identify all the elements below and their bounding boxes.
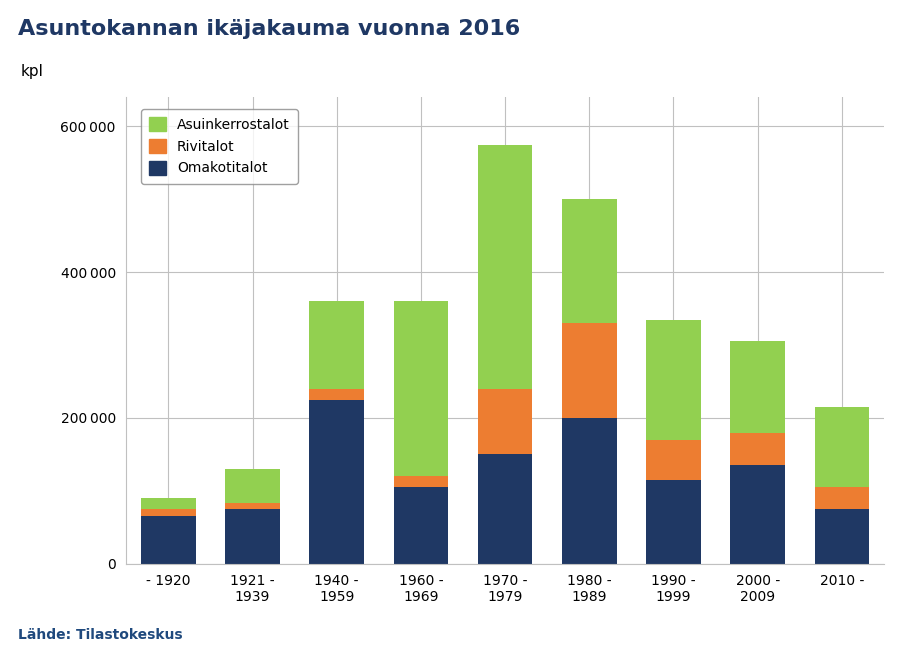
Bar	[731, 465, 785, 564]
Bar	[731, 341, 785, 433]
Bar	[141, 509, 196, 516]
Bar	[226, 503, 280, 509]
Text: kpl: kpl	[20, 64, 43, 78]
Bar	[141, 516, 196, 564]
Bar	[562, 200, 617, 323]
Bar	[478, 389, 532, 454]
Legend: Asuinkerrostalot, Rivitalot, Omakotitalot: Asuinkerrostalot, Rivitalot, Omakotitalo…	[141, 109, 298, 184]
Bar	[646, 480, 701, 564]
Bar	[393, 487, 448, 564]
Bar	[646, 440, 701, 480]
Bar	[393, 301, 448, 476]
Bar	[731, 433, 785, 465]
Bar	[562, 418, 617, 564]
Text: Lähde: Tilastokeskus: Lähde: Tilastokeskus	[18, 627, 183, 642]
Bar	[141, 498, 196, 509]
Bar	[226, 469, 280, 503]
Bar	[646, 319, 701, 440]
Bar	[309, 301, 364, 389]
Bar	[815, 407, 870, 487]
Bar	[478, 454, 532, 564]
Bar	[562, 323, 617, 418]
Bar	[815, 509, 870, 564]
Text: Asuntokannan ikäjakauma vuonna 2016: Asuntokannan ikäjakauma vuonna 2016	[18, 19, 520, 40]
Bar	[226, 509, 280, 564]
Bar	[393, 476, 448, 487]
Bar	[309, 389, 364, 400]
Bar	[478, 145, 532, 389]
Bar	[309, 400, 364, 564]
Bar	[815, 487, 870, 509]
